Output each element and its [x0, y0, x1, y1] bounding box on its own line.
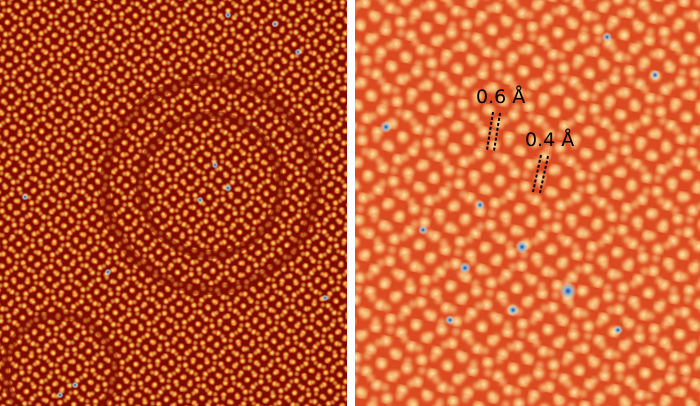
spacing-marker [532, 154, 549, 194]
left-panel [0, 0, 347, 406]
annotation: 0.6 Å [476, 85, 525, 152]
annotation-label: 0.6 Å [476, 85, 525, 108]
annotation-label: 0.4 Å [525, 128, 574, 151]
right-panel [355, 0, 700, 406]
annotation: 0.4 Å [525, 128, 574, 194]
spacing-marker [486, 111, 501, 152]
